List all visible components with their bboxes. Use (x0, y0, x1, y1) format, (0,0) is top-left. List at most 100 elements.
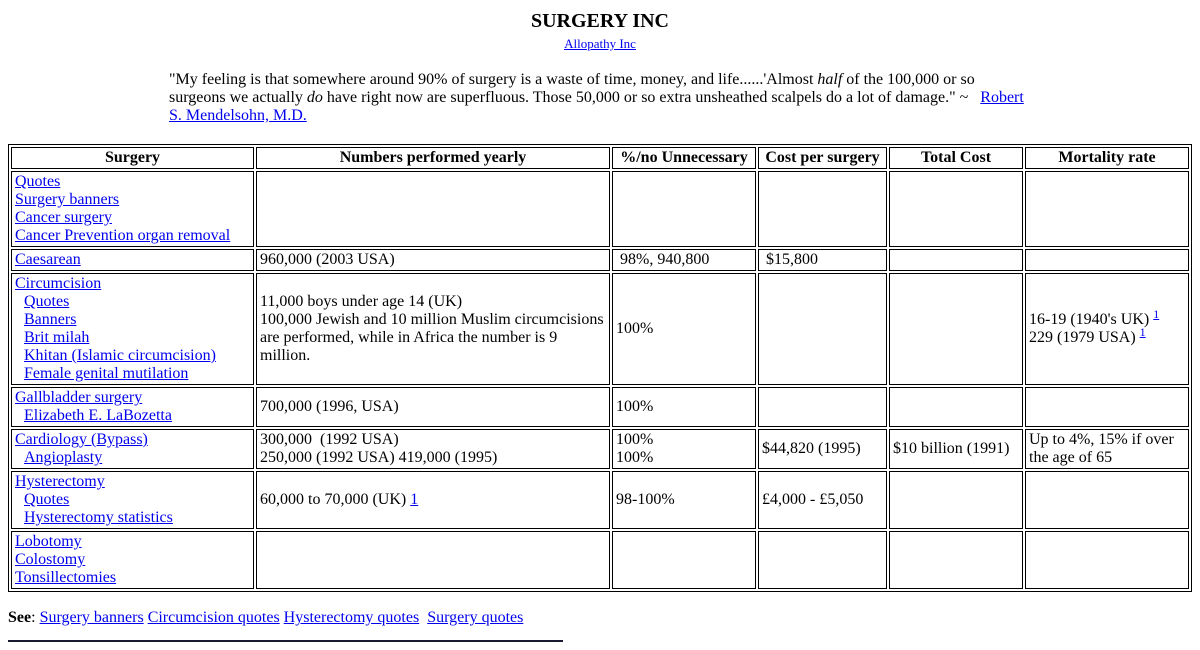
cell-line: Quotes (15, 173, 250, 191)
column-header: %/no Unnecessary (612, 147, 756, 169)
text-segment: 60,000 to 70,000 (UK) (260, 491, 411, 508)
see-link[interactable]: Circumcision quotes (147, 609, 280, 626)
table-cell: 100% (612, 273, 756, 385)
table-cell: 100% (612, 387, 756, 427)
table-cell: 100% 100% (612, 429, 756, 469)
see-link[interactable]: Hysterectomy quotes (283, 609, 420, 626)
cell-line: 300,000 (1992 USA) (260, 431, 606, 449)
content-link[interactable]: Cardiology (Bypass) (15, 431, 148, 448)
text-segment: 100% (616, 320, 654, 337)
footnote-link[interactable]: 1 (1139, 324, 1146, 339)
table-row: Cardiology (Bypass) Angioplasty 300,000 (1… (11, 429, 1189, 469)
cell-line: Gallbladder surgery (15, 389, 250, 407)
text-segment: Up to 4%, 15% if over the age of 65 (1029, 431, 1174, 466)
content-link[interactable]: Quotes (24, 293, 70, 310)
text-segment: 300,000 (1992 USA) (260, 431, 399, 448)
content-link[interactable]: Circumcision (15, 275, 102, 292)
text-segment: 16-19 (1940's UK) (1029, 311, 1154, 328)
cell-line: 250,000 (1992 USA) 419,000 (1995) (260, 449, 606, 467)
table-cell: Hysterectomy Quotes Hysterectomy statistic… (11, 471, 254, 529)
cell-line: Circumcision (15, 275, 250, 293)
cell-line: 100% (616, 398, 752, 416)
table-cell (1025, 471, 1189, 529)
table-row: Circumcision Quotes Banners Brit milah Khita… (11, 273, 1189, 385)
table-cell: £4,000 - £5,050 (758, 471, 887, 529)
table-cell (758, 387, 887, 427)
see-label: See (8, 609, 32, 626)
text-segment: 960,000 (2003 USA) (260, 251, 395, 268)
table-cell (1025, 249, 1189, 271)
cell-line: Caesarean (15, 251, 250, 269)
text-segment: half (817, 71, 843, 88)
text-segment: have right now are superfluous. Those 50… (322, 89, 981, 106)
table-cell (256, 171, 610, 247)
content-link[interactable]: Angioplasty (24, 449, 103, 466)
cell-line: 98-100% (616, 491, 752, 509)
cell-line: Up to 4%, 15% if over the age of 65 (1029, 431, 1185, 467)
content-link[interactable]: Caesarean (15, 251, 81, 268)
see-link[interactable]: Surgery quotes (427, 609, 524, 626)
table-cell (1025, 171, 1189, 247)
table-cell: 700,000 (1996, USA) (256, 387, 610, 427)
content-link[interactable]: 1 (410, 491, 419, 508)
content-link[interactable]: Cancer surgery (15, 209, 112, 226)
table-cell: Gallbladder surgery Elizabeth E. LaBozett… (11, 387, 254, 427)
cell-line: £4,000 - £5,050 (762, 491, 883, 509)
cell-line: Quotes (15, 293, 250, 311)
content-link[interactable]: Tonsillectomies (15, 569, 117, 586)
surgery-table: Surgery Numbers performed yearly %/no Unne… (8, 144, 1192, 592)
see-links: Surgery banners Circumcision quotes Hyst… (40, 609, 524, 626)
see-also-line: See: Surgery banners Circumcision quotes… (8, 609, 1192, 627)
content-link[interactable]: Lobotomy (15, 533, 82, 550)
subtitle: Allopathy Inc (8, 36, 1192, 52)
text-segment: £4,000 - £5,050 (762, 491, 864, 508)
text-segment: $10 billion (1991) (893, 440, 1010, 457)
table-cell (612, 531, 756, 589)
cell-line: Cardiology (Bypass) (15, 431, 250, 449)
table-cell (889, 273, 1023, 385)
see-link[interactable]: Surgery banners (39, 609, 144, 626)
footnote-link[interactable]: 1 (1153, 306, 1160, 321)
table-cell (889, 171, 1023, 247)
cell-line: Cancer Prevention organ removal (15, 227, 250, 245)
table-cell (256, 531, 610, 589)
content-link[interactable]: Elizabeth E. LaBozetta (24, 407, 172, 424)
content-link[interactable]: Quotes (24, 491, 70, 508)
table-header-row: Surgery Numbers performed yearly %/no Unne… (11, 147, 1189, 169)
allopathy-link[interactable]: Allopathy Inc (564, 36, 636, 51)
cell-line: 960,000 (2003 USA) (260, 251, 606, 269)
table-cell (612, 171, 756, 247)
content-link[interactable]: Surgery banners (15, 191, 120, 208)
text-segment: of the 100,000 or so surgeons we actuall… (169, 71, 975, 106)
cell-line: $15,800 (762, 251, 883, 269)
content-link[interactable]: Hysterectomy (15, 473, 105, 490)
content-link[interactable]: Cancer Prevention organ removal (15, 227, 231, 244)
table-cell: 60,000 to 70,000 (UK) 1 (256, 471, 610, 529)
text-segment: 98%, 940,800 (616, 251, 710, 268)
content-link[interactable]: Banners (24, 311, 77, 328)
text-segment: "My feeling is that somewhere around 90%… (169, 71, 818, 88)
text-segment: 250,000 (1992 USA) 419,000 (1995) (260, 449, 498, 466)
cell-line: Cancer surgery (15, 209, 250, 227)
cell-line: Elizabeth E. LaBozetta (15, 407, 250, 425)
content-link[interactable]: Khitan (Islamic circumcision) (24, 347, 216, 364)
content-link[interactable]: Quotes (15, 173, 61, 190)
table-cell: Circumcision Quotes Banners Brit milah Khita… (11, 273, 254, 385)
content-link[interactable]: Brit milah (24, 329, 90, 346)
content-link[interactable]: Colostomy (15, 551, 86, 568)
table-cell: Lobotomy Colostomy Tonsillectomies (11, 531, 254, 589)
table-cell: 98-100% (612, 471, 756, 529)
cell-line: $10 billion (1991) (893, 440, 1019, 458)
cell-line: 100% (616, 449, 752, 467)
content-link[interactable]: Robert S. Mendelsohn, M.D. (169, 89, 1024, 124)
superscript: 1 (1140, 324, 1146, 339)
cell-line: Hysterectomy statistics (15, 509, 250, 527)
cell-line: Angioplasty (15, 449, 250, 467)
content-link[interactable]: Gallbladder surgery (15, 389, 143, 406)
cell-line: 100% (616, 320, 752, 338)
content-link[interactable]: Hysterectomy statistics (24, 509, 173, 526)
page-title: SURGERY INC (530, 10, 670, 32)
text-segment: 229 (1979 USA) (1029, 329, 1140, 346)
text-segment: 100,000 Jewish and 10 million Muslim cir… (260, 311, 604, 364)
content-link[interactable]: Female genital mutilation (24, 365, 189, 382)
